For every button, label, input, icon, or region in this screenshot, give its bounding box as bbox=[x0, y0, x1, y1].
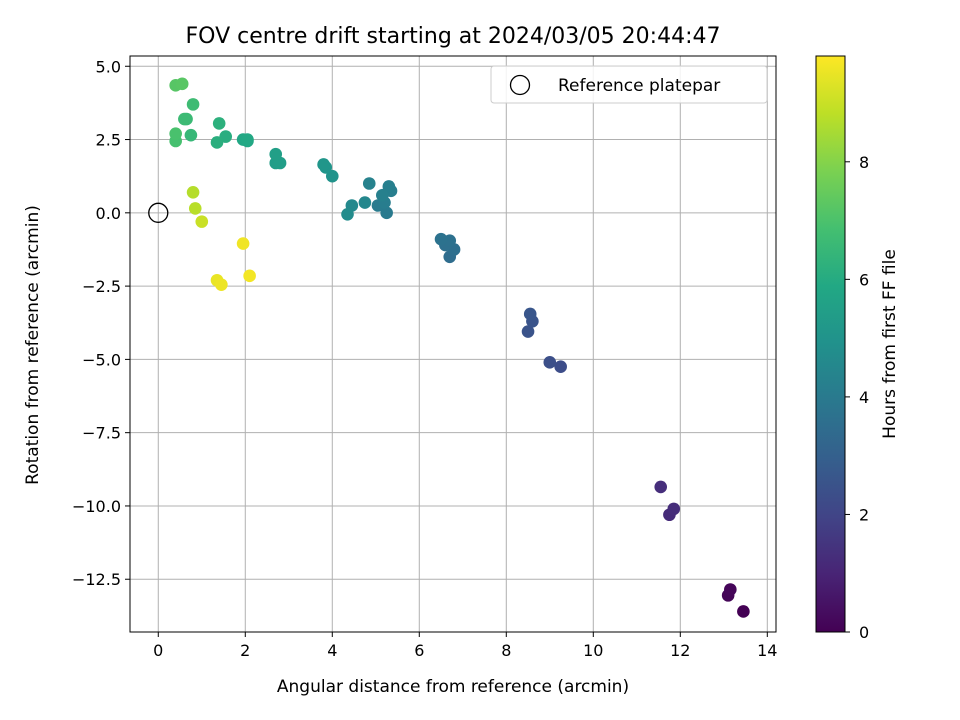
data-point bbox=[543, 356, 557, 369]
data-point bbox=[241, 133, 254, 146]
data-point bbox=[188, 202, 202, 215]
data-point bbox=[212, 117, 226, 130]
data-point bbox=[243, 269, 256, 283]
data-point bbox=[269, 147, 283, 161]
colorbar-tick-label: 8 bbox=[859, 153, 869, 172]
data-point bbox=[654, 480, 668, 494]
data-point bbox=[195, 215, 209, 228]
x-tick-label: 8 bbox=[501, 641, 511, 660]
y-tick-label: −2.5 bbox=[82, 277, 121, 296]
data-point bbox=[169, 127, 182, 140]
legend-marker-reference bbox=[509, 74, 531, 96]
x-tick-label: 10 bbox=[583, 641, 603, 660]
data-point bbox=[523, 307, 537, 321]
legend-box bbox=[490, 65, 768, 104]
data-point bbox=[325, 169, 339, 183]
reference-platepar-marker bbox=[148, 202, 169, 223]
y-tick-label: 0.0 bbox=[96, 204, 121, 223]
data-point bbox=[178, 112, 191, 126]
grid bbox=[130, 56, 776, 632]
data-point bbox=[434, 232, 448, 246]
colorbar-tick-label: 2 bbox=[859, 505, 869, 524]
scatter-points bbox=[169, 77, 750, 618]
data-point bbox=[737, 605, 750, 618]
y-tick-label: −10.0 bbox=[72, 497, 121, 516]
data-point bbox=[317, 158, 330, 171]
y-axis-ticks: 5.0 2.5 0.0 −2.5 −5.0 −7.5 −10.0 −12.5 bbox=[72, 57, 130, 589]
data-point bbox=[341, 207, 354, 221]
plot-frame bbox=[129, 55, 777, 633]
x-tick-label: 4 bbox=[327, 641, 337, 660]
y-tick-label: −5.0 bbox=[82, 350, 121, 369]
colorbar-gradient bbox=[815, 55, 846, 633]
colorbar-tick-label: 0 bbox=[859, 623, 869, 642]
x-axis-label: Angular distance from reference (arcmin) bbox=[277, 677, 629, 697]
data-point bbox=[184, 128, 198, 142]
data-point bbox=[376, 188, 389, 202]
y-tick-label: 2.5 bbox=[96, 131, 121, 150]
colorbar-label: Hours from first FF file bbox=[880, 249, 900, 439]
y-tick-label: −12.5 bbox=[72, 570, 121, 589]
x-tick-label: 6 bbox=[414, 641, 424, 660]
x-tick-label: 14 bbox=[757, 641, 777, 660]
data-point bbox=[210, 136, 224, 149]
data-point bbox=[554, 360, 567, 374]
data-point bbox=[380, 206, 393, 220]
plot-area bbox=[130, 56, 776, 632]
colorbar: 0 2 4 6 8 Hours from first FF file bbox=[815, 55, 900, 642]
legend: Reference platepar bbox=[490, 65, 768, 104]
data-point bbox=[215, 278, 228, 291]
x-tick-label: 0 bbox=[153, 641, 163, 660]
data-point bbox=[175, 77, 189, 91]
data-point bbox=[382, 180, 396, 193]
y-tick-label: −7.5 bbox=[82, 424, 121, 443]
data-point bbox=[358, 196, 372, 209]
data-point bbox=[667, 502, 681, 516]
data-point bbox=[236, 237, 250, 250]
colorbar-tick-label: 4 bbox=[859, 388, 869, 407]
legend-label-reference: Reference platepar bbox=[558, 76, 720, 96]
colorbar-ticks: 0 2 4 6 8 bbox=[845, 153, 869, 642]
x-tick-label: 2 bbox=[240, 641, 250, 660]
data-point bbox=[362, 177, 376, 190]
y-tick-label: 5.0 bbox=[96, 57, 121, 76]
data-point bbox=[186, 98, 200, 111]
y-axis-label: Rotation from reference (arcmin) bbox=[23, 205, 43, 485]
data-point bbox=[186, 186, 200, 199]
colorbar-tick-label: 6 bbox=[859, 270, 869, 289]
x-tick-label: 12 bbox=[670, 641, 690, 660]
chart-title: FOV centre drift starting at 2024/03/05 … bbox=[186, 24, 721, 49]
x-axis-ticks: 0 2 4 6 8 10 12 14 bbox=[153, 632, 777, 660]
data-point bbox=[521, 325, 535, 338]
data-point bbox=[724, 583, 737, 596]
